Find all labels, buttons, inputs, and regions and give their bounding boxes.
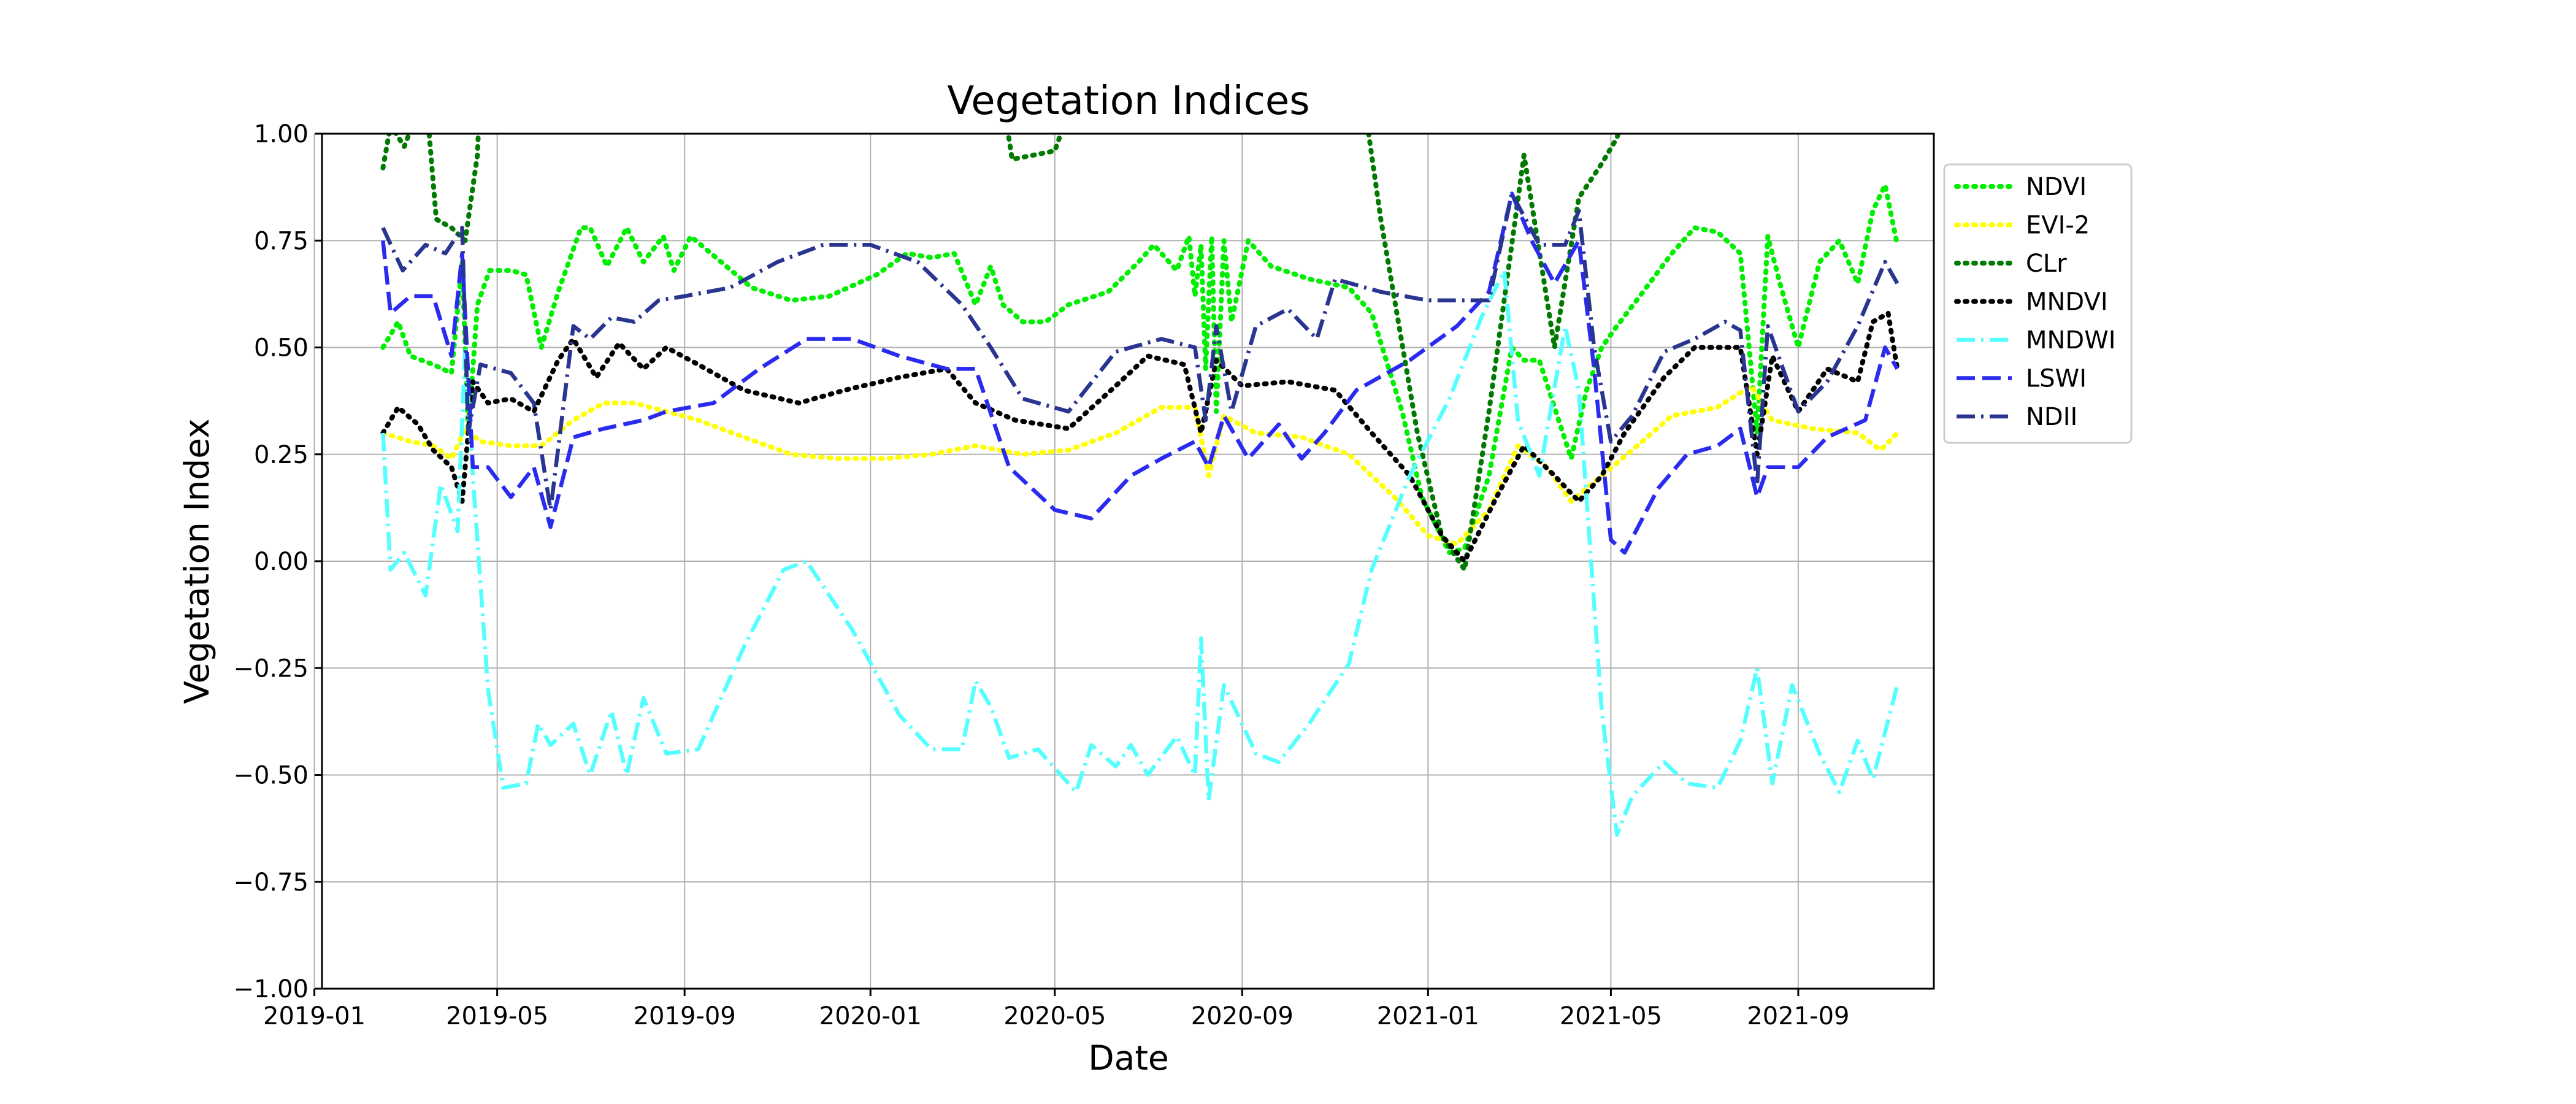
legend-label-evi-2: EVI-2 — [2026, 212, 2090, 240]
y-tick-label: −0.75 — [233, 868, 309, 897]
x-axis: 2019-01 2019-05 2019-09 2020-01 2020-05 2020-… — [263, 989, 1850, 1030]
legend-label-ndii: NDII — [2026, 403, 2077, 431]
series-layer — [380, 134, 1900, 837]
legend-items: NDVI EVI-2 CLr MNDVI MNDWI LSWI NDII — [1954, 173, 2116, 431]
x-tick-label: 2021-01 — [1377, 1002, 1479, 1030]
series-line-mndwi — [381, 268, 1899, 837]
y-tick-label: 0.50 — [254, 334, 309, 362]
y-tick-label: 1.00 — [254, 120, 309, 148]
y-tick-label: 0.75 — [254, 227, 309, 255]
x-tick-label: 2020-05 — [1003, 1002, 1106, 1030]
y-tick-label: −0.50 — [233, 762, 309, 790]
x-tick-label: 2019-05 — [446, 1002, 548, 1030]
legend-label-mndvi: MNDVI — [2026, 288, 2108, 316]
legend-label-lswi: LSWI — [2026, 365, 2087, 393]
x-axis-label: Date — [1088, 1038, 1168, 1078]
legend-frame — [1943, 163, 2133, 444]
y-axis: −1.00 −0.75 −0.50 −0.25 0.00 0.25 0.50 0.75 1.00 — [233, 120, 322, 1003]
x-tick-label: 2020-01 — [819, 1002, 922, 1030]
chart-title: Vegetation Indices — [947, 79, 1309, 124]
x-tick-label: 2020-09 — [1191, 1002, 1294, 1030]
series-line-ndii — [381, 191, 1899, 512]
series-line-mndvi — [380, 310, 1900, 564]
y-tick-label: 0.00 — [254, 548, 309, 576]
series-line-lswi — [381, 191, 1899, 555]
y-axis-label: Vegetation Index — [177, 418, 217, 703]
legend-label-clr: CLr — [2026, 250, 2067, 278]
legend-label-mndwi: MNDWI — [2026, 326, 2116, 355]
x-tick-label: 2019-09 — [634, 1002, 736, 1030]
x-tick-label: 2019-01 — [263, 1002, 366, 1030]
y-tick-label: 0.25 — [254, 441, 309, 469]
series-line-ndvi — [380, 182, 1900, 556]
x-tick-label: 2021-05 — [1560, 1002, 1662, 1030]
x-tick-label: 2021-09 — [1747, 1002, 1849, 1030]
series-line-evi-2 — [380, 383, 1900, 547]
y-tick-label: −1.00 — [233, 975, 309, 1003]
y-tick-label: −0.25 — [233, 654, 309, 683]
legend-label-ndvi: NDVI — [2026, 173, 2087, 201]
legend: NDVI EVI-2 CLr MNDVI MNDWI LSWI NDII — [1943, 163, 2133, 444]
